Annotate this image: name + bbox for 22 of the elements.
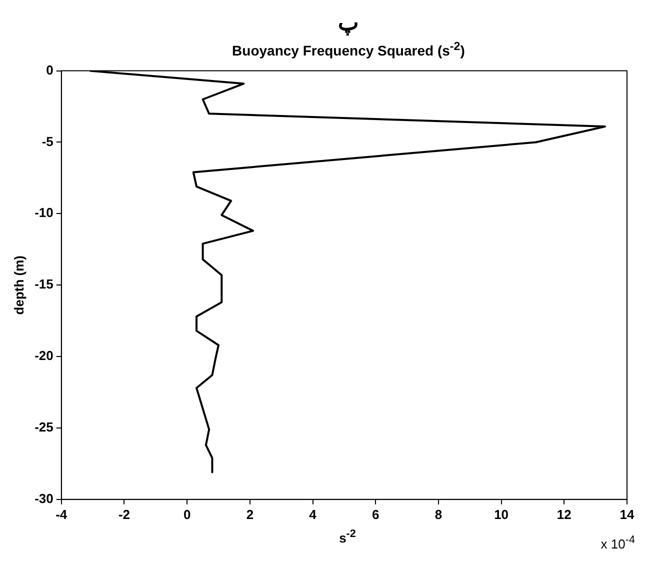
x-tick-label: 4 [309,506,318,522]
x-axis-title: s$^{-2}$ [339,528,356,545]
chart-subtitle: Buoyancy Frequency Squared (s$^{-2}$) [231,39,466,60]
y-tick-label: 0 [46,62,54,78]
x-tick-label: 2 [246,506,254,522]
y-tick-label: -20 [34,348,54,363]
x-tick-label: 12 [556,506,572,522]
x-tick-label: 6 [372,506,380,522]
x-tick-label: 8 [434,506,442,522]
chart-title: پ [337,9,360,38]
x-tick-label: 0 [183,506,191,522]
y-tick-label: -5 [42,133,54,148]
y-tick-label: -25 [34,419,54,434]
x-tick-label: -2 [118,506,130,522]
x-tick-label: -4 [56,506,68,522]
y-tick-label: -30 [34,490,54,506]
x-tick-label: 14 [620,506,635,522]
y-tick-label: -10 [34,204,54,220]
y-tick-label: -15 [34,276,54,292]
y-axis-title: depth (m) [11,255,26,314]
x-tick-label: 10 [494,506,509,522]
text: x 10$^{-4}$ [600,534,635,551]
